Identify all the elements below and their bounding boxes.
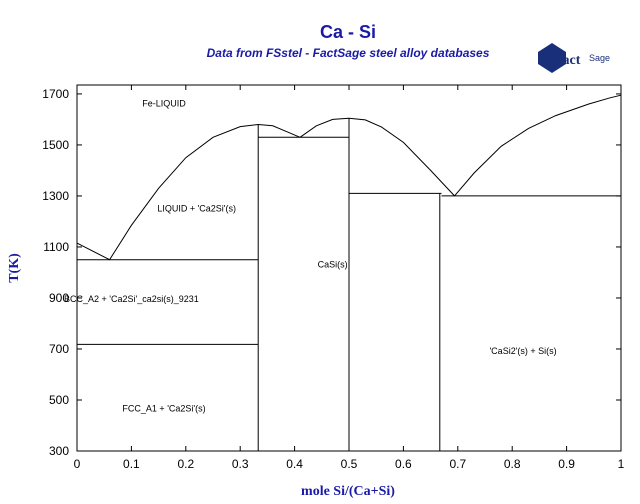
x-tick-label: 1: [618, 457, 625, 471]
boundary-liquidus-si: [454, 94, 622, 197]
region-label-fe-liquid: Fe-LIQUID: [142, 99, 186, 109]
phase-boundaries: [76, 94, 622, 451]
x-tick-label: 0.2: [177, 457, 194, 471]
x-tick-label: 0: [74, 457, 81, 471]
diagram-title: Ca - Si: [320, 22, 376, 42]
boundary-liquidus-ca2si: [109, 123, 301, 260]
y-tick-label: 1300: [42, 189, 69, 203]
y-axis-label: T(K): [7, 253, 22, 283]
x-tick-label: 0.9: [558, 457, 575, 471]
y-tick-label: 1700: [42, 87, 69, 101]
x-tick-label: 0.1: [123, 457, 140, 471]
region-label-casi: CaSi(s): [318, 259, 348, 269]
diagram-subtitle: Data from FSstel - FactSage steel alloy …: [207, 46, 490, 60]
axis-ticks: 0 0.1 0.2 0.3 0.4 0.5 0.6 0.7 0.8 0.9 130050070090…: [42, 85, 625, 471]
boundary-liquidus-casi: [299, 117, 455, 197]
y-tick-label: 700: [49, 342, 69, 356]
x-tick-label: 0.3: [232, 457, 249, 471]
factsage-logo-icon: [538, 43, 566, 73]
boundary-liquidus-left-a: [76, 242, 110, 261]
region-label-casi2-si: 'CaSi2'(s) + Si(s): [489, 346, 556, 356]
factsage-logo: Fact Sage: [538, 43, 610, 73]
y-tick-label: 1100: [43, 240, 69, 254]
region-label-fcc-ca2si: FCC_A1 + 'Ca2Si'(s): [122, 403, 205, 413]
y-tick-label: 900: [49, 291, 69, 305]
x-tick-label: 0.7: [449, 457, 466, 471]
phase-region-labels: Fe-LIQUID LIQUID + 'Ca2Si'(s) BCC_A2 + 'Ca…: [64, 99, 557, 414]
factsage-logo-main: Fact: [554, 53, 581, 68]
factsage-logo-sub: Sage: [589, 53, 610, 63]
y-tick-label: 1500: [42, 138, 69, 152]
region-label-liquid-ca2si: LIQUID + 'Ca2Si'(s): [157, 203, 236, 213]
x-tick-label: 0.8: [504, 457, 521, 471]
x-tick-label: 0.4: [286, 457, 303, 471]
region-label-bcc-ca2si: BCC_A2 + 'Ca2Si'_ca2si(s)_9231: [64, 294, 199, 304]
y-tick-label: 500: [49, 393, 69, 407]
x-axis-label: mole Si/(Ca+Si): [301, 484, 395, 499]
x-tick-label: 0.6: [395, 457, 412, 471]
x-tick-label: 0.5: [341, 457, 358, 471]
y-tick-label: 300: [49, 444, 69, 458]
